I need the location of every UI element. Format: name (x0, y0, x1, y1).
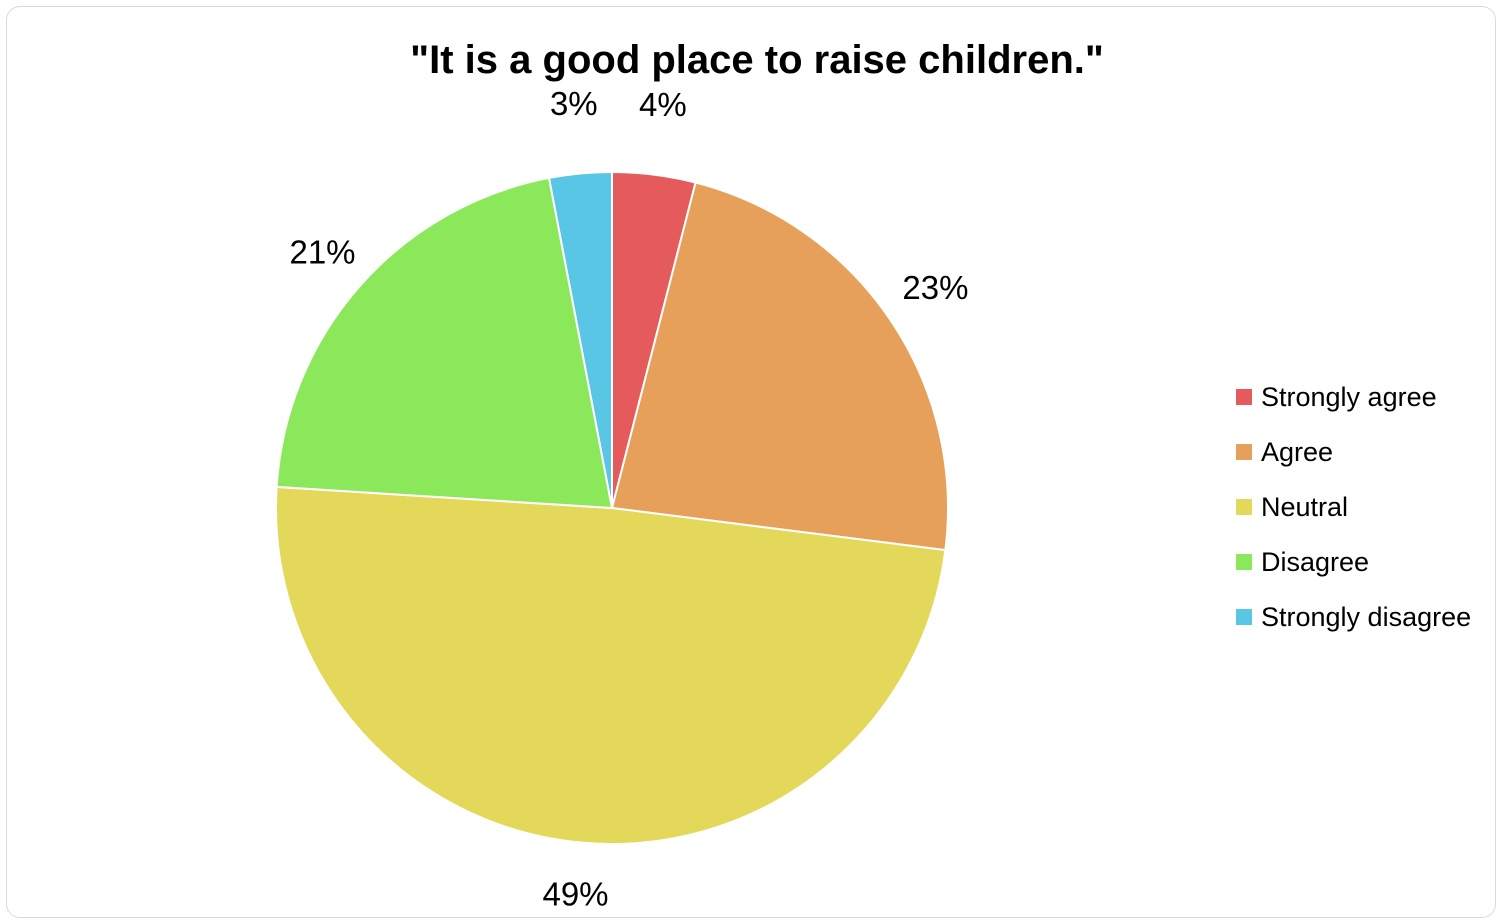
legend-swatch-strongly-disagree (1236, 609, 1252, 625)
data-label-neutral: 49% (542, 875, 608, 912)
legend-label-strongly-disagree: Strongly disagree (1261, 602, 1471, 632)
legend-item-neutral: Neutral (1236, 492, 1348, 522)
data-label-agree: 23% (902, 269, 968, 306)
legend-label-strongly-agree: Strongly agree (1261, 382, 1437, 412)
legend-item-strongly-agree: Strongly agree (1236, 382, 1437, 412)
pie-slice-neutral (275, 485, 947, 846)
pie-slice-agree (610, 181, 949, 552)
pie-slices (275, 170, 949, 846)
legend-swatch-neutral (1236, 499, 1252, 515)
data-label-disagree: 21% (289, 234, 355, 271)
legend-label-agree: Agree (1261, 437, 1333, 467)
legend-item-agree: Agree (1236, 437, 1333, 467)
legend-label-neutral: Neutral (1261, 492, 1348, 522)
legend-swatch-agree (1236, 444, 1252, 460)
data-label-strongly-agree: 4% (639, 86, 687, 123)
legend: Strongly agree Agree Neutral Disagree Strong… (1236, 382, 1471, 632)
legend-item-disagree: Disagree (1236, 547, 1369, 577)
legend-swatch-disagree (1236, 554, 1252, 570)
data-label-strongly-disagree: 3% (550, 85, 598, 122)
legend-item-strongly-disagree: Strongly disagree (1236, 602, 1471, 632)
legend-label-disagree: Disagree (1261, 547, 1369, 577)
data-labels: 4% 23% 49% 21% 3% (289, 85, 968, 912)
pie-slice-strongly-disagree (547, 170, 613, 509)
chart-title: "It is a good place to raise children." (410, 38, 1104, 82)
legend-swatch-strongly-agree (1236, 389, 1252, 405)
pie-slice-disagree (275, 176, 614, 510)
